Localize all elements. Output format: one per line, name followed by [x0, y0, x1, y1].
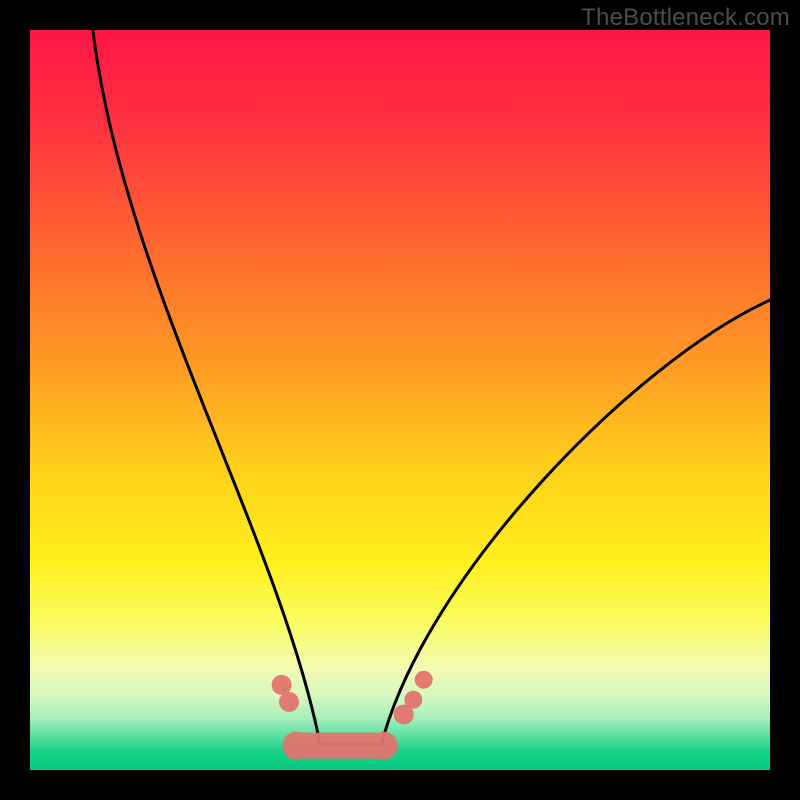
marker-dot: [272, 675, 292, 695]
bottleneck-chart: [0, 0, 800, 800]
marker-dot: [415, 671, 433, 689]
marker-dot: [279, 692, 299, 712]
marker-dot: [404, 691, 422, 709]
watermark-text: TheBottleneck.com: [581, 4, 790, 32]
chart-frame: TheBottleneck.com: [0, 0, 800, 800]
